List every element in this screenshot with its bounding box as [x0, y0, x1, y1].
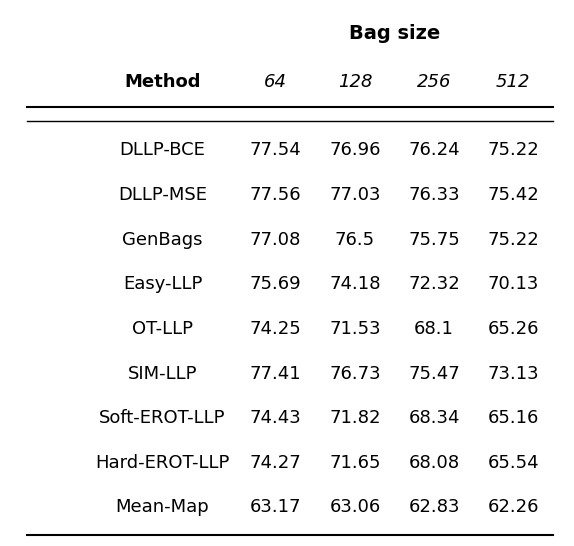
- Text: Bag size: Bag size: [349, 24, 440, 43]
- Text: 77.08: 77.08: [250, 230, 301, 248]
- Text: 65.26: 65.26: [487, 320, 539, 338]
- Text: 63.06: 63.06: [329, 498, 381, 517]
- Text: 68.1: 68.1: [414, 320, 454, 338]
- Text: SIM-LLP: SIM-LLP: [128, 365, 197, 383]
- Text: 76.33: 76.33: [408, 186, 460, 204]
- Text: 71.82: 71.82: [329, 409, 381, 427]
- Text: 128: 128: [338, 73, 372, 91]
- Text: 77.54: 77.54: [250, 141, 301, 159]
- Text: 68.34: 68.34: [408, 409, 460, 427]
- Text: 64: 64: [264, 73, 287, 91]
- Text: 74.18: 74.18: [329, 275, 381, 293]
- Text: 75.69: 75.69: [250, 275, 301, 293]
- Text: GenBags: GenBags: [122, 230, 203, 248]
- Text: 75.75: 75.75: [408, 230, 460, 248]
- Text: 77.41: 77.41: [250, 365, 301, 383]
- Text: 63.17: 63.17: [250, 498, 301, 517]
- Text: Mean-Map: Mean-Map: [116, 498, 210, 517]
- Text: 77.56: 77.56: [250, 186, 301, 204]
- Text: 77.03: 77.03: [329, 186, 381, 204]
- Text: 76.5: 76.5: [335, 230, 375, 248]
- Text: 65.54: 65.54: [487, 454, 539, 472]
- Text: 72.32: 72.32: [408, 275, 460, 293]
- Text: 512: 512: [496, 73, 530, 91]
- Text: 75.47: 75.47: [408, 365, 460, 383]
- Text: 75.22: 75.22: [487, 141, 539, 159]
- Text: 76.24: 76.24: [408, 141, 460, 159]
- Text: 76.96: 76.96: [329, 141, 381, 159]
- Text: 68.08: 68.08: [409, 454, 460, 472]
- Text: 74.27: 74.27: [250, 454, 301, 472]
- Text: DLLP-BCE: DLLP-BCE: [119, 141, 205, 159]
- Text: Method: Method: [125, 73, 201, 91]
- Text: DLLP-MSE: DLLP-MSE: [118, 186, 207, 204]
- Text: 73.13: 73.13: [487, 365, 539, 383]
- Text: Soft-EROT-LLP: Soft-EROT-LLP: [99, 409, 226, 427]
- Text: OT-LLP: OT-LLP: [132, 320, 193, 338]
- Text: 75.22: 75.22: [487, 230, 539, 248]
- Text: 256: 256: [417, 73, 451, 91]
- Text: Hard-EROT-LLP: Hard-EROT-LLP: [95, 454, 230, 472]
- Text: Easy-LLP: Easy-LLP: [123, 275, 202, 293]
- Text: 65.16: 65.16: [487, 409, 539, 427]
- Text: 74.43: 74.43: [250, 409, 301, 427]
- Text: 76.73: 76.73: [329, 365, 381, 383]
- Text: 74.25: 74.25: [250, 320, 301, 338]
- Text: 62.26: 62.26: [487, 498, 539, 517]
- Text: 62.83: 62.83: [408, 498, 460, 517]
- Text: 70.13: 70.13: [487, 275, 539, 293]
- Text: 71.53: 71.53: [329, 320, 381, 338]
- Text: 71.65: 71.65: [329, 454, 381, 472]
- Text: 75.42: 75.42: [487, 186, 539, 204]
